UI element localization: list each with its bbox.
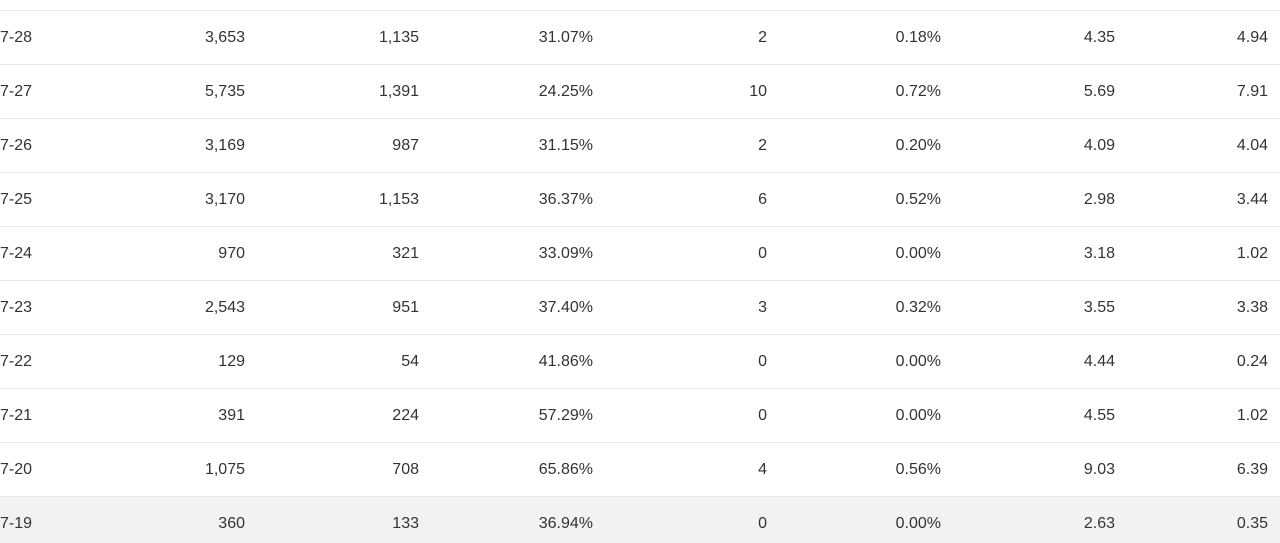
cell-date: 7-27 (0, 83, 33, 100)
cell-col-6: 3.55 (1083, 299, 1115, 316)
cell-col-5: 0.18% (895, 29, 941, 46)
cell-col-7: 3.38 (1236, 299, 1268, 316)
table-row[interactable]: 7-21 391 224 57.29% 0 0.00% 4.55 1.02 (0, 389, 1280, 443)
cell-col-7: 0.35 (1236, 515, 1268, 532)
cell-col-1: 129 (218, 353, 245, 370)
cell-col-6: 2.63 (1083, 515, 1115, 532)
cell-col-6: 5.69 (1083, 83, 1115, 100)
cell-date: 7-22 (0, 353, 33, 370)
cell-col-4: 0 (758, 245, 767, 262)
table-top-divider (0, 10, 1280, 11)
cell-date: 7-25 (0, 191, 33, 208)
table-row[interactable]: 7-20 1,075 708 65.86% 4 0.56% 9.03 6.39 (0, 443, 1280, 497)
cell-col-2: 951 (392, 299, 419, 316)
cell-col-7: 3.44 (1236, 191, 1268, 208)
cell-col-3: 36.94% (538, 515, 593, 532)
cell-col-3: 31.07% (538, 29, 593, 46)
table-row[interactable]: 7-28 3,653 1,135 31.07% 2 0.18% 4.35 4.9… (0, 11, 1280, 65)
cell-col-6: 4.09 (1083, 137, 1115, 154)
cell-date: 7-19 (0, 515, 33, 532)
cell-col-1: 970 (218, 245, 245, 262)
cell-col-6: 4.44 (1083, 353, 1115, 370)
cell-col-4: 6 (758, 191, 767, 208)
cell-col-1: 5,735 (204, 83, 245, 100)
table-row[interactable]: 7-26 3,169 987 31.15% 2 0.20% 4.09 4.04 (0, 119, 1280, 173)
cell-col-2: 321 (392, 245, 419, 262)
cell-col-3: 24.25% (538, 83, 593, 100)
cell-col-2: 1,391 (378, 83, 419, 100)
cell-col-3: 57.29% (538, 407, 593, 424)
cell-col-3: 65.86% (538, 461, 593, 478)
table-row[interactable]: 7-23 2,543 951 37.40% 3 0.32% 3.55 3.38 (0, 281, 1280, 335)
cell-col-6: 4.35 (1083, 29, 1115, 46)
cell-col-6: 4.55 (1083, 407, 1115, 424)
cell-col-5: 0.00% (895, 245, 941, 262)
cell-col-2: 708 (392, 461, 419, 478)
cell-col-5: 0.72% (895, 83, 941, 100)
cell-col-3: 41.86% (538, 353, 593, 370)
cell-date: 7-21 (0, 407, 33, 424)
table-row[interactable]: 7-24 970 321 33.09% 0 0.00% 3.18 1.02 (0, 227, 1280, 281)
cell-col-4: 3 (758, 299, 767, 316)
cell-col-1: 2,543 (204, 299, 245, 316)
cell-col-1: 3,170 (204, 191, 245, 208)
cell-col-3: 37.40% (538, 299, 593, 316)
cell-col-4: 0 (758, 407, 767, 424)
table-row[interactable]: 7-22 129 54 41.86% 0 0.00% 4.44 0.24 (0, 335, 1280, 389)
cell-col-6: 2.98 (1083, 191, 1115, 208)
cell-col-1: 3,653 (204, 29, 245, 46)
table-row-hovered[interactable]: 7-19 360 133 36.94% 0 0.00% 2.63 0.35 (0, 497, 1280, 543)
cell-col-1: 391 (218, 407, 245, 424)
cell-date: 7-20 (0, 461, 33, 478)
cell-col-2: 54 (401, 353, 419, 370)
cell-date: 7-24 (0, 245, 33, 262)
cell-col-7: 6.39 (1236, 461, 1268, 478)
cell-date: 7-28 (0, 29, 33, 46)
cell-col-4: 4 (758, 461, 767, 478)
cell-col-7: 7.91 (1236, 83, 1268, 100)
cell-col-4: 2 (758, 137, 767, 154)
cell-date: 7-26 (0, 137, 33, 154)
cell-col-7: 4.04 (1236, 137, 1268, 154)
cell-col-1: 1,075 (204, 461, 245, 478)
cell-col-6: 3.18 (1083, 245, 1115, 262)
cell-col-3: 31.15% (538, 137, 593, 154)
cell-col-5: 0.32% (895, 299, 941, 316)
cell-col-5: 0.56% (895, 461, 941, 478)
cell-col-5: 0.52% (895, 191, 941, 208)
cell-col-7: 0.24 (1236, 353, 1268, 370)
cell-col-2: 133 (392, 515, 419, 532)
cell-col-3: 36.37% (538, 191, 593, 208)
cell-date: 7-23 (0, 299, 33, 316)
cell-col-5: 0.00% (895, 407, 941, 424)
cell-col-7: 1.02 (1236, 245, 1268, 262)
cell-col-4: 2 (758, 29, 767, 46)
cell-col-5: 0.00% (895, 515, 941, 532)
cell-col-4: 0 (758, 353, 767, 370)
cell-col-4: 10 (749, 83, 767, 100)
cell-col-2: 1,153 (378, 191, 419, 208)
cell-col-5: 0.20% (895, 137, 941, 154)
cell-col-6: 9.03 (1083, 461, 1115, 478)
cell-col-1: 360 (218, 515, 245, 532)
table-body: 7-28 3,653 1,135 31.07% 2 0.18% 4.35 4.9… (0, 11, 1280, 543)
cell-col-2: 224 (392, 407, 419, 424)
cell-col-7: 1.02 (1236, 407, 1268, 424)
cell-col-5: 0.00% (895, 353, 941, 370)
table-row[interactable]: 7-25 3,170 1,153 36.37% 6 0.52% 2.98 3.4… (0, 173, 1280, 227)
cell-col-2: 987 (392, 137, 419, 154)
cell-col-3: 33.09% (538, 245, 593, 262)
table-row[interactable]: 7-27 5,735 1,391 24.25% 10 0.72% 5.69 7.… (0, 65, 1280, 119)
cell-col-4: 0 (758, 515, 767, 532)
cell-col-1: 3,169 (204, 137, 245, 154)
cell-col-2: 1,135 (378, 29, 419, 46)
cell-col-7: 4.94 (1236, 29, 1268, 46)
